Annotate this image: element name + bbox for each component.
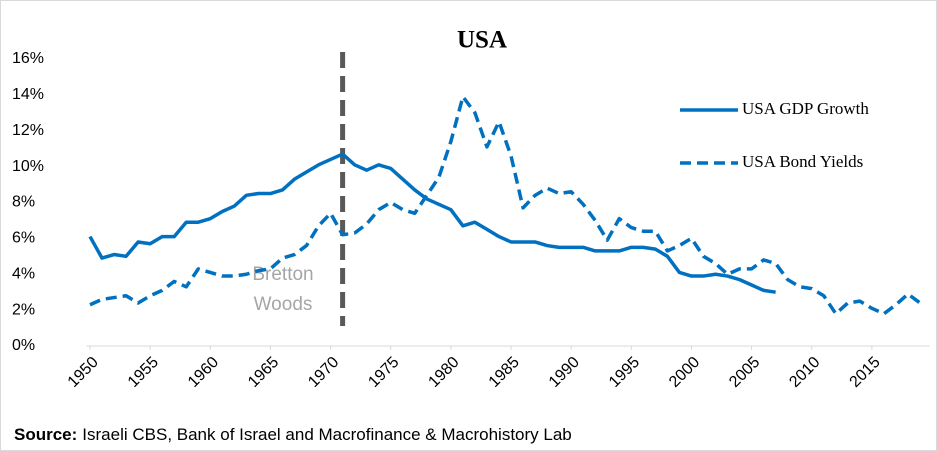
y-tick-label: 8% [12, 194, 35, 211]
chart-title: USA [457, 27, 507, 54]
source-text: Israeli CBS, Bank of Israel and Macrofin… [82, 425, 571, 444]
y-tick-label: 14% [12, 86, 44, 103]
y-tick-label: 16% [12, 50, 44, 67]
y-tick-label: 0% [12, 337, 35, 354]
legend-label: USA GDP Growth [742, 99, 869, 118]
y-tick-label: 6% [12, 230, 35, 247]
y-tick-label: 10% [12, 158, 44, 175]
y-tick-label: 12% [12, 122, 44, 139]
legend-label: USA Bond Yields [742, 152, 863, 171]
y-tick-label: 2% [12, 301, 35, 318]
y-tick-label: 4% [12, 265, 35, 282]
data-line [88, 152, 776, 294]
annotation-text: Bretton [252, 264, 313, 285]
source-label: Source: [14, 425, 77, 444]
source-note: Source: Israeli CBS, Bank of Israel and M… [14, 425, 572, 444]
annotation-text: Woods [254, 294, 313, 315]
data-line [89, 94, 922, 316]
